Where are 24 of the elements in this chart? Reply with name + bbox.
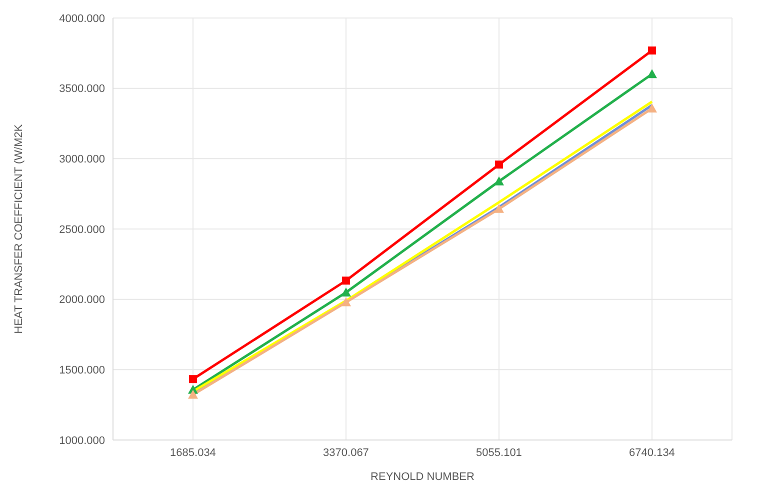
x-tick-label: 5055.101 [476, 446, 522, 459]
x-tick-label: 3370.067 [323, 446, 369, 459]
point [341, 297, 351, 306]
y-tick-label: 3000.000 [59, 154, 105, 166]
y-tick-label: 1500.000 [59, 364, 105, 377]
point [648, 46, 656, 54]
y-axis-title: HEAT TRANSFER COEFFICIENT (W/M2K [12, 124, 25, 334]
point [495, 160, 503, 169]
point [189, 375, 197, 384]
point [494, 204, 504, 213]
point [342, 276, 350, 285]
y-tick-label: 3500.000 [59, 83, 105, 96]
point [494, 176, 504, 186]
y-tick-label: 4000.000 [59, 12, 105, 25]
y-tick-label: 2500.000 [59, 224, 105, 236]
y-tick-label: 2000.000 [59, 294, 105, 306]
point [647, 103, 657, 112]
point [188, 390, 198, 399]
point [647, 69, 657, 78]
x-tick-label: 6740.134 [629, 446, 675, 459]
point [341, 287, 351, 296]
y-tick-label: 1000.000 [59, 434, 105, 447]
x-axis-title: REYNOLD NUMBER [370, 471, 475, 483]
x-tick-label: 1685.034 [170, 446, 216, 459]
